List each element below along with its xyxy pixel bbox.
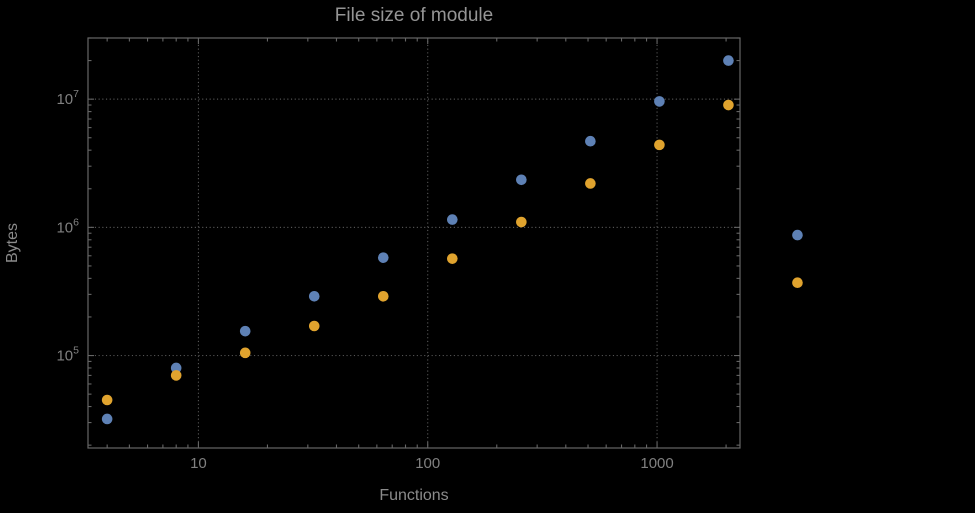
data-point-orange (377, 290, 389, 302)
data-point-blue (447, 214, 458, 225)
data-point-orange (447, 253, 458, 264)
data-point-blue (377, 252, 389, 263)
y-tick-label: 107 (56, 88, 79, 108)
data-point-orange (170, 370, 182, 381)
data-point-blue (239, 325, 251, 337)
data-point-orange (239, 347, 251, 359)
data-point-blue (170, 362, 182, 374)
x-tick-label: 100 (415, 455, 440, 472)
data-point-blue (792, 229, 803, 241)
x-axis-label: Functions (379, 487, 449, 504)
chart-title: File size of module (334, 5, 494, 26)
data-point-orange (516, 216, 527, 228)
data-point-blue (723, 55, 734, 66)
data-point-orange (792, 277, 803, 289)
y-tick-label: 105 (56, 345, 79, 365)
plot-frame (87, 37, 741, 449)
data-point-blue (101, 413, 113, 425)
x-tick-label: 10 (190, 455, 207, 472)
data-point-blue (308, 290, 320, 302)
data-point-blue (516, 174, 527, 186)
data-point-orange (585, 178, 596, 189)
data-point-blue (585, 135, 596, 147)
x-tick-label: 1000 (640, 455, 673, 472)
data-point-blue (654, 96, 665, 107)
data-point-orange (101, 394, 113, 406)
data-point-orange (308, 320, 320, 332)
data-point-orange (723, 99, 734, 111)
y-tick-label: 106 (56, 216, 79, 236)
data-point-orange (654, 139, 665, 151)
